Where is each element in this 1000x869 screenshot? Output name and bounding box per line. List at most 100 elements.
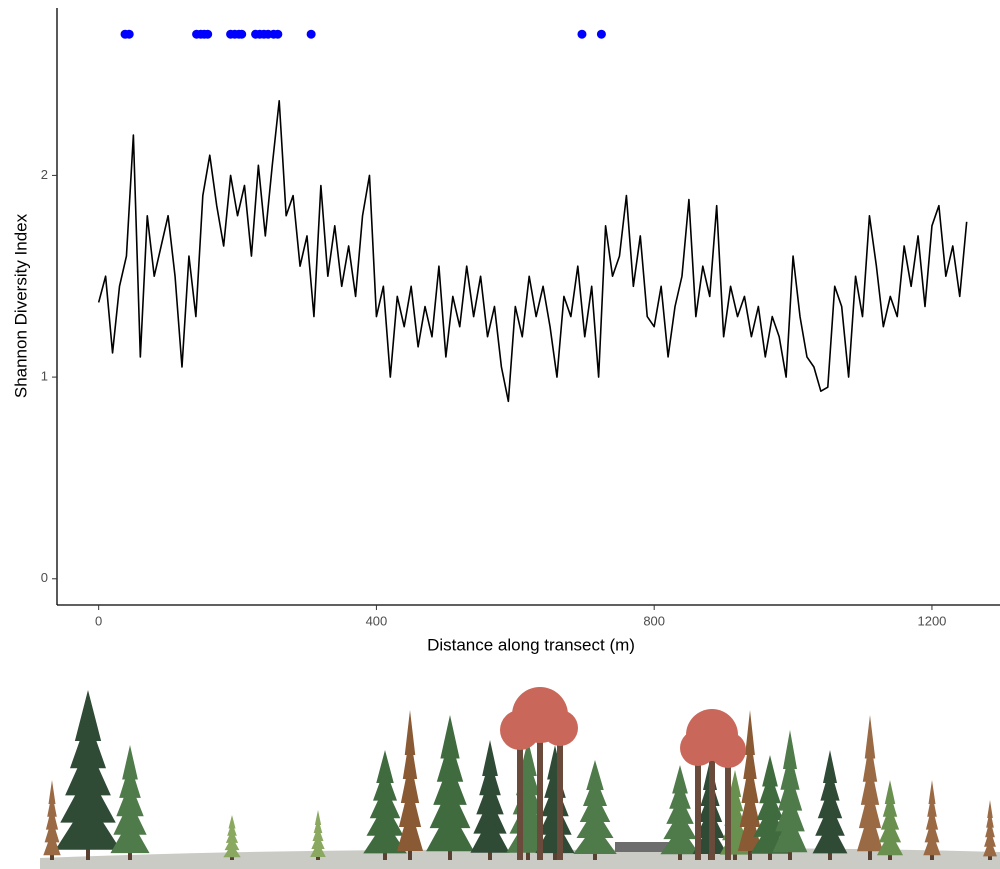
trunk bbox=[517, 730, 523, 860]
foliage bbox=[44, 818, 60, 843]
tree bbox=[983, 800, 997, 860]
trunk bbox=[709, 735, 715, 860]
foliage bbox=[314, 810, 322, 825]
foliage bbox=[985, 819, 995, 838]
tree bbox=[310, 810, 326, 860]
tree bbox=[750, 755, 790, 860]
tree bbox=[426, 715, 474, 860]
foliage bbox=[924, 818, 940, 843]
foliage bbox=[573, 824, 617, 854]
tree bbox=[856, 715, 884, 860]
point bbox=[237, 29, 247, 39]
foliage bbox=[762, 755, 778, 787]
foliage bbox=[227, 822, 237, 836]
trunk bbox=[695, 748, 701, 860]
tree bbox=[470, 740, 510, 860]
foliage bbox=[116, 781, 144, 817]
tree bbox=[923, 780, 941, 860]
foliage bbox=[479, 759, 501, 796]
foliage bbox=[228, 815, 236, 829]
tree bbox=[737, 710, 763, 860]
foliage bbox=[312, 826, 324, 841]
foliage bbox=[396, 806, 424, 851]
x-tick-label: 800 bbox=[643, 613, 665, 628]
foliage bbox=[775, 792, 805, 832]
foliage bbox=[823, 750, 837, 783]
foliage bbox=[815, 802, 845, 836]
foliage bbox=[669, 780, 691, 809]
foliage bbox=[482, 740, 498, 776]
foliage bbox=[583, 776, 607, 806]
foliage bbox=[728, 770, 742, 797]
tree bbox=[110, 745, 150, 860]
foliage bbox=[923, 831, 941, 856]
foliage bbox=[741, 758, 759, 803]
foliage bbox=[856, 807, 884, 852]
foliage bbox=[426, 807, 474, 852]
foliage bbox=[313, 818, 323, 833]
foliage bbox=[366, 802, 404, 836]
foliage bbox=[927, 792, 937, 817]
foliage bbox=[122, 745, 138, 780]
crown bbox=[542, 710, 578, 746]
y-tick-label: 2 bbox=[41, 167, 48, 182]
foliage bbox=[884, 780, 896, 804]
foliage bbox=[113, 800, 147, 835]
foliage bbox=[310, 842, 326, 857]
foliage bbox=[660, 825, 700, 855]
foliage bbox=[476, 778, 504, 815]
y-tick-label: 0 bbox=[41, 570, 48, 585]
foliage bbox=[986, 809, 994, 828]
foliage bbox=[224, 836, 240, 851]
point bbox=[124, 29, 134, 39]
foliage bbox=[576, 808, 614, 838]
foliage bbox=[223, 843, 241, 858]
foliage bbox=[882, 792, 898, 817]
tree bbox=[223, 815, 241, 860]
foliage bbox=[402, 734, 418, 779]
point bbox=[596, 29, 606, 39]
foliage bbox=[473, 797, 507, 834]
tree bbox=[876, 780, 904, 860]
tree bbox=[396, 710, 424, 860]
foliage bbox=[928, 780, 936, 804]
crown bbox=[710, 732, 746, 768]
foliage bbox=[880, 805, 900, 830]
diversity-line bbox=[97, 99, 968, 403]
foliage bbox=[440, 715, 460, 759]
foliage bbox=[672, 765, 688, 794]
foliage bbox=[43, 831, 61, 856]
trunk bbox=[537, 715, 543, 860]
foliage bbox=[538, 800, 572, 835]
foliage bbox=[820, 767, 840, 801]
crown bbox=[500, 710, 540, 750]
tree bbox=[812, 750, 848, 860]
foliage bbox=[369, 785, 401, 819]
foliage bbox=[925, 805, 939, 830]
point bbox=[577, 29, 587, 39]
foliage bbox=[817, 785, 843, 819]
x-axis-title: Distance along transect (m) bbox=[427, 635, 635, 654]
foliage bbox=[812, 820, 848, 854]
crown bbox=[680, 730, 716, 766]
foliage bbox=[65, 744, 111, 796]
foliage bbox=[743, 734, 757, 779]
tree bbox=[772, 730, 808, 860]
foliage bbox=[878, 818, 902, 843]
x-tick-label: 400 bbox=[366, 613, 388, 628]
path bbox=[615, 842, 685, 852]
foliage bbox=[864, 715, 876, 759]
foliage bbox=[858, 784, 882, 829]
foliage bbox=[74, 690, 102, 741]
foliage bbox=[579, 792, 611, 822]
foliage bbox=[119, 763, 141, 798]
foliage bbox=[535, 818, 575, 854]
foliage bbox=[737, 806, 763, 851]
foliage bbox=[984, 828, 996, 847]
foliage bbox=[470, 816, 510, 853]
foliage bbox=[586, 760, 604, 790]
foliage bbox=[783, 730, 797, 769]
foliage bbox=[60, 771, 116, 823]
x-tick-label: 0 bbox=[95, 613, 102, 628]
foliage bbox=[398, 782, 422, 827]
